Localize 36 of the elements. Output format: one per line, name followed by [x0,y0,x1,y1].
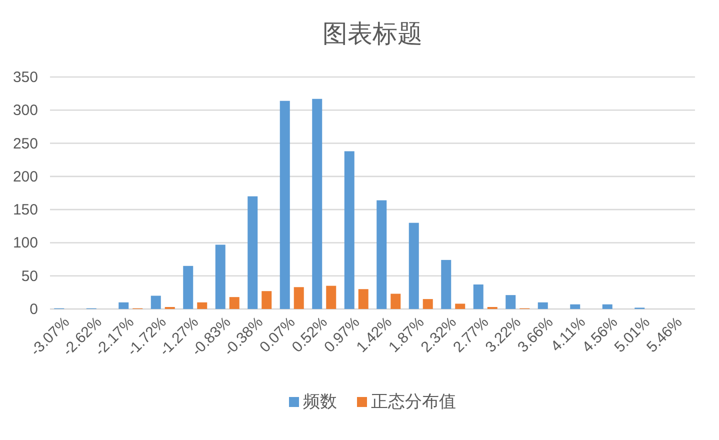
bar [376,200,387,309]
bar [118,302,129,309]
bar [570,304,580,309]
y-tick-label: 0 [30,301,38,318]
legend-label: 频数 [303,392,337,411]
y-tick-label: 150 [12,202,38,219]
y-tick-label: 50 [21,268,38,285]
bar [538,302,548,309]
bar [150,296,161,309]
bar [358,289,368,309]
bar [455,304,466,309]
chart-title: 图表标题 [322,20,422,48]
bar [215,244,226,309]
bar [441,260,452,309]
bar [602,304,612,309]
bar [294,287,304,309]
bar [262,291,272,309]
bar [197,302,208,309]
bar [506,295,516,309]
y-tick-label: 300 [12,102,38,120]
bar [326,286,336,309]
bar [312,98,322,309]
y-tick-label: 350 [12,69,38,86]
bar [280,100,290,309]
bar [229,297,240,309]
bar [422,299,433,309]
y-tick-label: 200 [12,168,38,186]
y-tick-label: 250 [12,135,38,152]
bar [408,222,419,309]
bar [344,151,354,309]
bar [473,284,484,309]
bar [390,294,401,309]
bar [248,196,258,309]
bar [183,266,194,309]
y-tick-label: 100 [12,234,38,252]
legend-label: 正态分布值 [371,392,456,411]
